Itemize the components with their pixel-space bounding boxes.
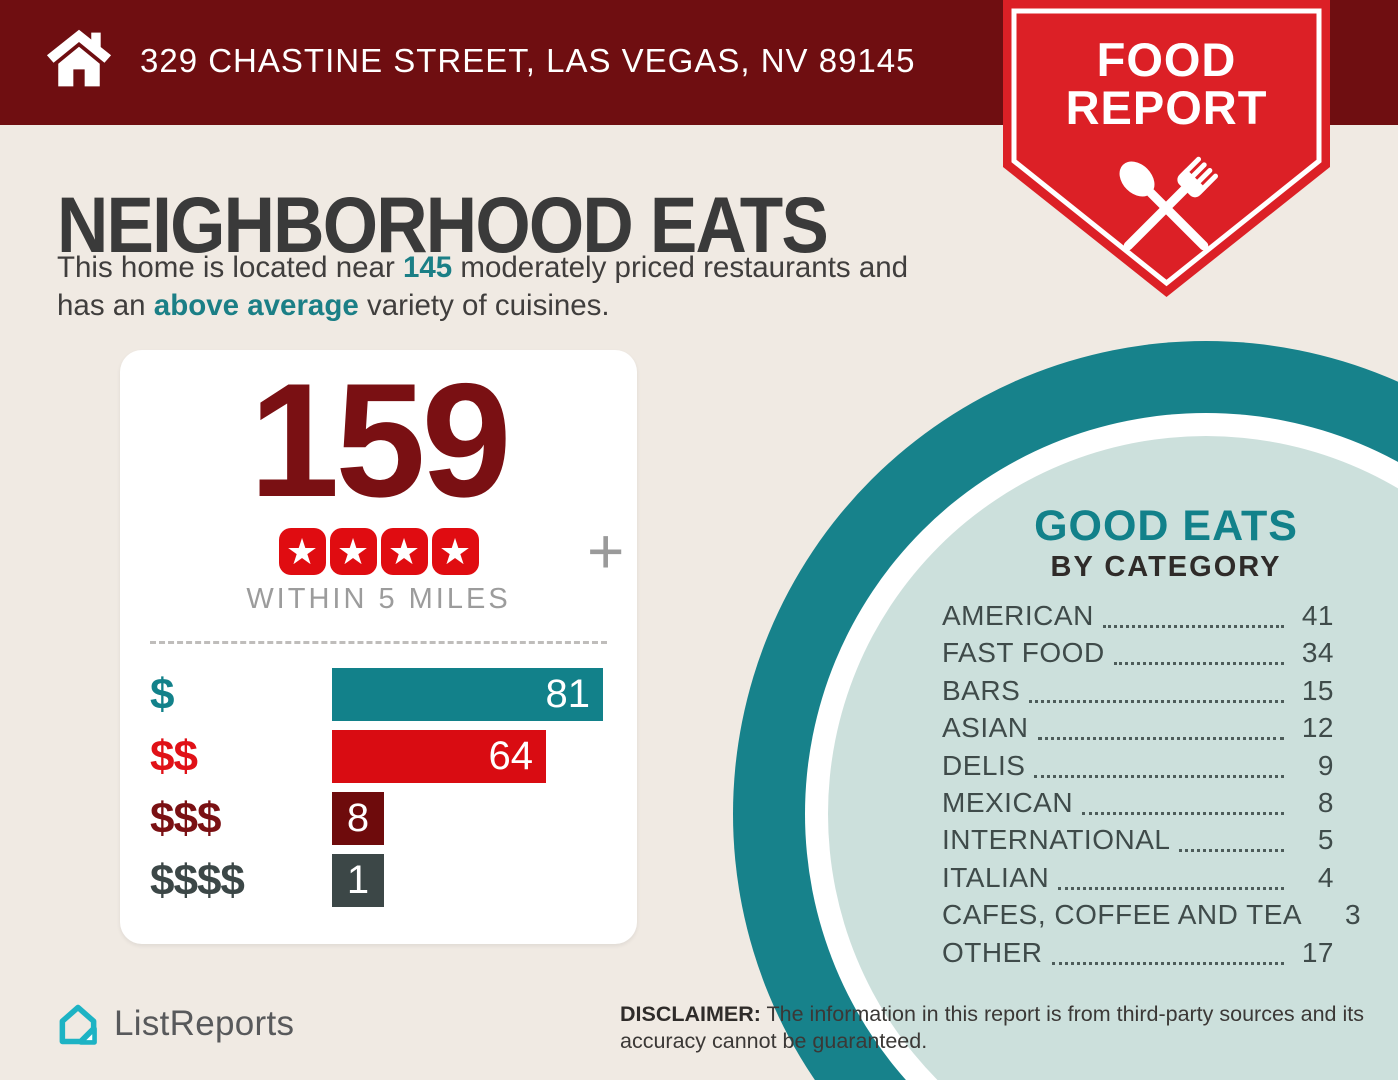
category-label: FAST FOOD — [942, 637, 1105, 669]
price-level-label: $$$$ — [150, 855, 245, 905]
category-label: ASIAN — [942, 712, 1029, 744]
variety-highlight: above average — [153, 288, 359, 322]
category-count: 8 — [1317, 786, 1334, 818]
dotted-leader — [1113, 656, 1284, 666]
category-count: 5 — [1317, 824, 1334, 856]
dotted-leader — [1029, 694, 1284, 703]
star-icon: ★ — [285, 531, 319, 572]
category-count: 15 — [1301, 674, 1334, 706]
radius-label: WITHIN 5 MILES — [246, 583, 511, 615]
category-row: ITALIAN 4 — [942, 862, 1334, 894]
restaurant-count-highlight: 145 — [402, 251, 453, 284]
price-bar-row: $$ 64 — [150, 730, 607, 783]
category-row: OTHER 17 — [942, 937, 1334, 969]
category-label: OTHER — [942, 936, 1043, 968]
dotted-leader — [1051, 956, 1284, 965]
disclaimer: DISCLAIMER: The information in this repo… — [620, 1002, 1364, 1053]
price-level-label: $$$ — [150, 793, 221, 843]
badge-title-line2: REPORT — [1065, 81, 1268, 134]
star-icon: ★ — [438, 531, 472, 572]
category-label: ITALIAN — [942, 861, 1050, 893]
category-label: MEXICAN — [942, 786, 1074, 818]
brand-name: ListReports — [114, 1004, 295, 1043]
dotted-leader — [1102, 619, 1284, 628]
dotted-leader — [1179, 843, 1284, 853]
price-bar-value: 1 — [346, 858, 370, 902]
category-label: BARS — [942, 674, 1021, 706]
price-bar-row: $ 81 — [150, 668, 607, 721]
category-count: 41 — [1301, 600, 1334, 631]
category-row: AMERICAN 41 — [942, 600, 1334, 632]
good-eats-subtitle: BY CATEGORY — [1050, 551, 1282, 583]
price-bar-value: 81 — [545, 672, 591, 716]
intro-line2: has an above average variety of cuisines… — [57, 288, 610, 322]
listreports-logo: ListReports — [55, 1001, 294, 1047]
dotted-leader — [1037, 731, 1284, 741]
price-level-label: $$ — [150, 731, 198, 781]
star-tile: ★ — [278, 528, 326, 575]
category-row: MEXICAN 8 — [942, 787, 1334, 819]
disclaimer-label: DISCLAIMER: — [620, 1002, 761, 1026]
price-level-label: $ — [150, 669, 174, 719]
restaurant-stats-card: 159 ★ ★ ★ ★ + WITHIN 5 MILES $ 81 — [120, 350, 637, 944]
category-count: 9 — [1317, 749, 1334, 781]
category-row: ASIAN 12 — [942, 712, 1334, 744]
property-address: 329 CHASTINE STREET, LAS VEGAS, NV 89145 — [140, 42, 916, 79]
dotted-leader — [1082, 806, 1284, 815]
category-count: 4 — [1317, 861, 1334, 893]
price-bar-row: $$$ 8 — [150, 792, 607, 845]
category-row: BARS 15 — [942, 675, 1334, 707]
category-row: CAFES, COFFEE AND TEA 3 — [942, 899, 1361, 931]
intro-line1: This home is located near 145 moderately… — [57, 251, 909, 284]
total-restaurant-count: 159 — [249, 350, 511, 531]
star-tile: ★ — [380, 528, 428, 575]
category-label: CAFES, COFFEE AND TEA — [942, 899, 1303, 931]
star-icon: ★ — [336, 531, 370, 572]
price-bar: 64 — [332, 730, 546, 783]
price-bar-value: 64 — [488, 734, 534, 778]
category-row: DELIS 9 — [942, 750, 1334, 782]
star-icon: ★ — [387, 531, 421, 572]
price-bar: 8 — [332, 792, 384, 845]
category-label: AMERICAN — [942, 600, 1094, 631]
star-rating: ★ ★ ★ ★ — [120, 528, 637, 575]
listreports-house-icon — [59, 1004, 97, 1045]
intro-text: This home is located near 145 moderately… — [57, 249, 908, 324]
plus-icon: + — [587, 515, 625, 587]
good-eats-title: GOOD EATS — [1034, 502, 1298, 550]
page-title: NEIGHBORHOOD EATS — [57, 180, 829, 269]
category-count: 17 — [1301, 936, 1334, 968]
category-row: INTERNATIONAL 5 — [942, 824, 1334, 856]
star-tile: ★ — [329, 528, 377, 575]
spoon-fork-icon — [1119, 156, 1218, 251]
price-bar: 1 — [332, 854, 384, 907]
price-bar-value: 8 — [346, 796, 370, 840]
dotted-leader — [1034, 769, 1284, 778]
category-list: AMERICAN 41 FAST FOOD 34 BARS 15 ASIAN 1… — [942, 600, 1361, 978]
home-icon — [46, 29, 112, 87]
badge-title-line1: FOOD — [1096, 33, 1237, 86]
price-bar: 81 — [332, 668, 603, 721]
category-count: 3 — [1344, 899, 1362, 931]
food-report-badge: FOOD REPORT — [1003, 0, 1330, 300]
category-count: 34 — [1301, 637, 1334, 669]
category-count: 12 — [1301, 712, 1334, 744]
price-bar-row: $$$$ 1 — [150, 854, 607, 907]
dashed-divider — [150, 641, 607, 644]
category-label: INTERNATIONAL — [942, 824, 1171, 856]
price-bar-chart: $ 81 $$ 64 $$$ 8 — [150, 668, 607, 916]
star-tile: ★ — [431, 528, 479, 575]
badge-ribbon-shape — [1003, 0, 1330, 297]
category-label: DELIS — [942, 749, 1026, 781]
dotted-leader — [1058, 881, 1284, 890]
category-row: FAST FOOD 34 — [942, 637, 1334, 669]
